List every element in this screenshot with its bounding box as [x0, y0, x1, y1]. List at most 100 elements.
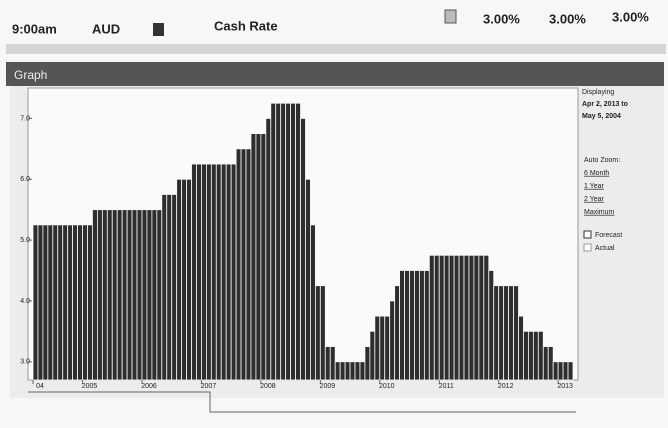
bar: [220, 163, 227, 381]
bar: [285, 102, 292, 381]
bar: [483, 254, 490, 381]
bar: [77, 224, 83, 381]
bar: [463, 254, 470, 381]
toggle[interactable]: Forecast: [595, 232, 622, 239]
bar: [255, 133, 262, 381]
bar: [473, 254, 480, 381]
bar: [210, 163, 217, 381]
bar: [349, 361, 356, 381]
bar: [121, 209, 128, 381]
bar: [389, 300, 396, 381]
range-from: Apr 2, 2013 to: [582, 101, 628, 108]
bar: [290, 102, 296, 381]
panel-title: Graph: [14, 68, 47, 82]
bar: [409, 270, 415, 381]
bar: [518, 315, 524, 381]
bar: [344, 361, 351, 381]
currency: AUD: [92, 21, 120, 36]
bar: [82, 224, 88, 381]
bar: [176, 178, 183, 381]
bar: [280, 102, 287, 381]
bar: [478, 254, 485, 381]
bar: [334, 361, 341, 381]
bar: [215, 163, 222, 381]
x-tick-label: 2010: [379, 383, 395, 390]
bar: [384, 315, 391, 381]
bar: [537, 330, 544, 381]
x-tick-label: 2009: [320, 383, 336, 390]
checkbox[interactable]: [583, 243, 592, 252]
bar: [523, 330, 529, 381]
event-name[interactable]: Cash Rate: [214, 18, 278, 33]
zoom-option[interactable]: 2 Year: [584, 196, 605, 203]
x-tick-label: 2005: [82, 383, 98, 390]
bar: [567, 361, 574, 381]
bar: [275, 102, 282, 381]
bar: [101, 209, 108, 381]
range-slider[interactable]: [28, 391, 576, 413]
x-tick-label: 2012: [498, 383, 514, 390]
bar: [201, 163, 207, 381]
bar: [225, 163, 232, 381]
bar: [181, 178, 187, 381]
bar: [314, 285, 321, 381]
bar: [156, 209, 163, 381]
bar: [458, 254, 465, 381]
bar: [433, 254, 440, 381]
bar: [265, 118, 272, 381]
bar: [329, 346, 336, 381]
zoom-option[interactable]: 1 Year: [584, 183, 605, 190]
y-tick-label: 6.0: [20, 176, 30, 183]
bar: [493, 285, 500, 381]
bar: [205, 163, 212, 381]
zoom-option[interactable]: Maximum: [584, 209, 615, 216]
toggle[interactable]: Actual: [595, 245, 615, 252]
bar: [151, 209, 158, 381]
bar: [379, 315, 386, 381]
bar: [562, 361, 569, 381]
y-tick-label: 4.0: [20, 298, 30, 305]
bar: [126, 209, 133, 381]
bar: [300, 118, 306, 381]
bar: [166, 194, 173, 381]
bar: [196, 163, 202, 381]
bar: [37, 224, 44, 381]
x-tick-label: 2011: [439, 383, 454, 390]
x-tick-label: 2007: [201, 383, 217, 390]
bar: [47, 224, 54, 381]
bar: [186, 178, 192, 381]
bar: [503, 285, 509, 381]
bar: [532, 330, 539, 381]
bar: [359, 361, 366, 381]
zoom-option[interactable]: 6 Month: [584, 170, 609, 177]
bar: [250, 133, 257, 381]
bar: [72, 224, 78, 381]
bar: [141, 209, 148, 381]
bar: [354, 361, 361, 381]
bar: [131, 209, 138, 381]
y-tick-label: 5.0: [20, 237, 30, 244]
bar: [448, 254, 455, 381]
bar: [428, 254, 435, 381]
bar: [542, 346, 549, 381]
bar: [324, 346, 331, 381]
bar: [305, 178, 311, 381]
checkbox[interactable]: [583, 230, 592, 239]
bar: [552, 361, 559, 381]
bar: [394, 285, 401, 381]
bar: [171, 194, 178, 381]
bar: [488, 270, 495, 381]
bar: [498, 285, 505, 381]
detail-icon[interactable]: [444, 9, 457, 24]
bar: [230, 163, 237, 381]
bar: [374, 315, 381, 381]
bar: [319, 285, 326, 381]
bar: [547, 346, 554, 381]
bar: [364, 346, 371, 381]
bar: [404, 270, 410, 381]
panel-header: [6, 62, 664, 86]
bar: [339, 361, 346, 381]
bar: [97, 209, 103, 381]
x-tick-label: 2008: [260, 383, 276, 390]
